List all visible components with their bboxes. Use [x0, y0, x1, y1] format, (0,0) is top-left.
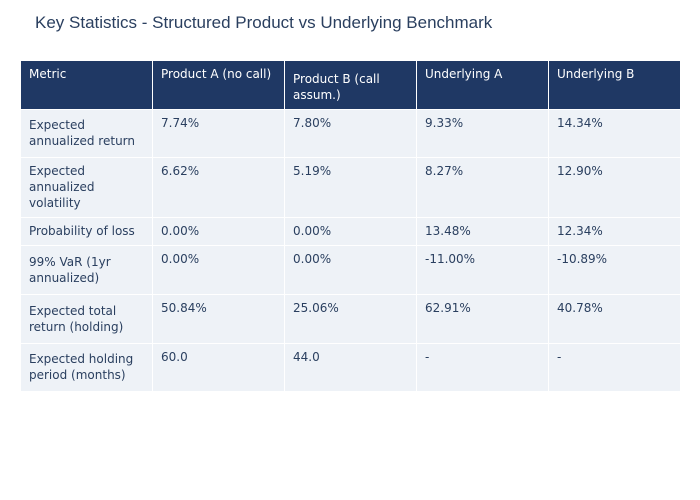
table-cell: 50.84% [152, 294, 285, 344]
table-row: Expected annualized return 7.74% 7.80% 9… [20, 109, 681, 158]
row-metric-label: Expected total return (holding) [20, 294, 153, 344]
table-row: Expected total return (holding) 50.84% 2… [20, 294, 681, 344]
table-row: Probability of loss 0.00% 0.00% 13.48% 1… [20, 217, 681, 246]
table-cell: 5.19% [284, 157, 417, 218]
table-cell: - [548, 343, 681, 392]
row-metric-label: Expected holding period (months) [20, 343, 153, 392]
table-cell: 12.34% [548, 217, 681, 246]
table-cell: 25.06% [284, 294, 417, 344]
chart-title: Key Statistics - Structured Product vs U… [35, 13, 493, 32]
table-cell: 60.0 [152, 343, 285, 392]
table-cell: -11.00% [416, 245, 549, 295]
table-cell: 14.34% [548, 109, 681, 158]
table-cell: 62.91% [416, 294, 549, 344]
table-cell: 8.27% [416, 157, 549, 218]
table-cell: 0.00% [152, 217, 285, 246]
row-metric-label: 99% VaR (1yr annualized) [20, 245, 153, 295]
column-header-metric: Metric [20, 60, 153, 110]
table-cell: 40.78% [548, 294, 681, 344]
table-row: 99% VaR (1yr annualized) 0.00% 0.00% -11… [20, 245, 681, 295]
table-cell: 0.00% [284, 217, 417, 246]
table-cell: 6.62% [152, 157, 285, 218]
row-metric-label: Expected annualized return [20, 109, 153, 158]
table-cell: 12.90% [548, 157, 681, 218]
table-cell: 9.33% [416, 109, 549, 158]
column-header-product-a: Product A (no call) [152, 60, 285, 110]
table-cell: 0.00% [152, 245, 285, 295]
table-cell: 7.80% [284, 109, 417, 158]
table-cell: - [416, 343, 549, 392]
statistics-table-container: Metric Product A (no call) Product B (ca… [20, 60, 681, 392]
table-header-row: Metric Product A (no call) Product B (ca… [20, 60, 681, 110]
table-cell: 0.00% [284, 245, 417, 295]
table-cell: 44.0 [284, 343, 417, 392]
table-cell: 13.48% [416, 217, 549, 246]
row-metric-label: Expected annualized volatility [20, 157, 153, 218]
column-header-underlying-a: Underlying A [416, 60, 549, 110]
statistics-table: Metric Product A (no call) Product B (ca… [20, 60, 681, 392]
table-row: Expected holding period (months) 60.0 44… [20, 343, 681, 392]
table-cell: -10.89% [548, 245, 681, 295]
column-header-product-b: Product B (call assum.) [284, 60, 417, 110]
row-metric-label: Probability of loss [20, 217, 153, 246]
table-row: Expected annualized volatility 6.62% 5.1… [20, 157, 681, 218]
column-header-underlying-b: Underlying B [548, 60, 681, 110]
table-cell: 7.74% [152, 109, 285, 158]
